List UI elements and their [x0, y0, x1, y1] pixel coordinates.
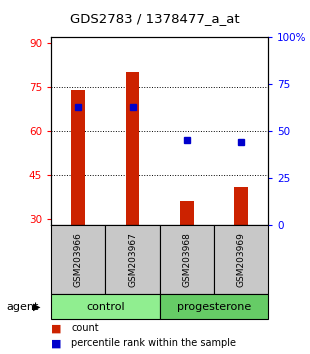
Text: GSM203968: GSM203968	[182, 232, 191, 287]
Text: ▶: ▶	[33, 302, 40, 312]
Bar	[180, 201, 193, 225]
Text: count: count	[71, 323, 99, 333]
Text: ■: ■	[51, 338, 62, 348]
Text: progesterone: progesterone	[177, 302, 251, 312]
Text: ■: ■	[51, 323, 62, 333]
Text: GSM203966: GSM203966	[74, 232, 83, 287]
Bar	[126, 72, 139, 225]
Text: control: control	[86, 302, 125, 312]
Text: GSM203969: GSM203969	[237, 232, 246, 287]
Text: percentile rank within the sample: percentile rank within the sample	[71, 338, 236, 348]
Text: agent: agent	[6, 302, 38, 312]
Text: GDS2783 / 1378477_a_at: GDS2783 / 1378477_a_at	[70, 12, 240, 25]
Text: GSM203967: GSM203967	[128, 232, 137, 287]
Bar	[72, 90, 85, 225]
Bar	[234, 187, 248, 225]
